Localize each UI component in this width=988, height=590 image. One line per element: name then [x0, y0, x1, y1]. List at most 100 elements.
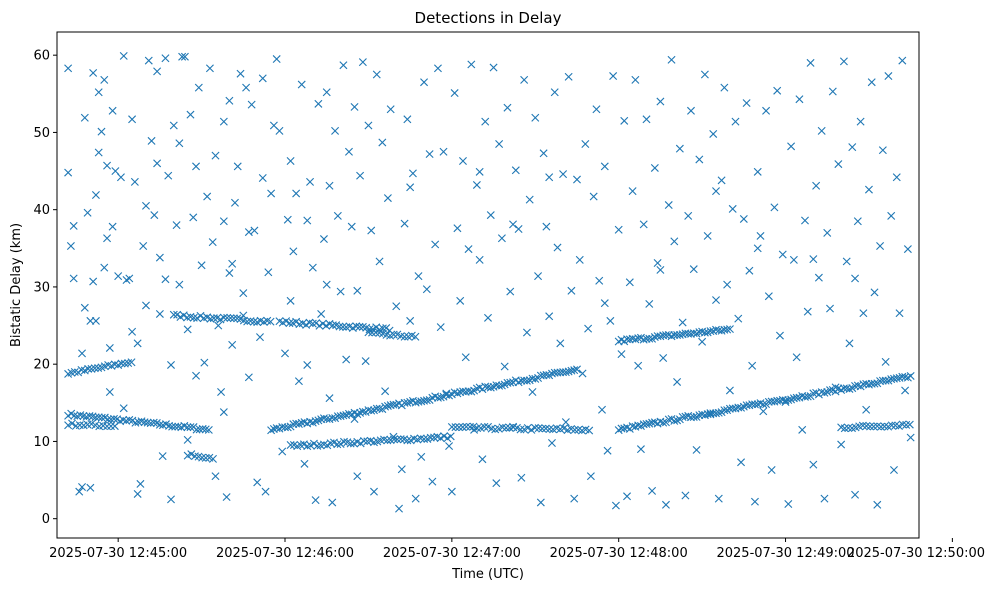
data-point-552: [100, 75, 109, 84]
data-point-621: [244, 228, 253, 237]
data-point-578: [153, 67, 162, 76]
data-point-513: [869, 422, 878, 431]
data-point-26: [143, 418, 152, 427]
data-point-40: [186, 423, 195, 432]
data-point-86: [189, 313, 198, 322]
data-point-861: [895, 309, 904, 318]
data-point-606: [211, 472, 220, 481]
data-point-806: [742, 99, 751, 108]
data-point-766: [631, 75, 640, 84]
data-point-760: [614, 225, 623, 234]
data-point-710: [475, 255, 484, 264]
data-point-765: [628, 187, 637, 196]
y-tick-1: 10: [33, 435, 57, 450]
plot-area: [57, 32, 919, 538]
x-tick-2: 2025-07-30 12:47:00: [383, 538, 521, 561]
data-point-45: [201, 425, 210, 434]
data-point-303: [570, 425, 579, 434]
data-point-640: [289, 247, 298, 256]
data-point-725: [517, 473, 526, 482]
data-point-803: [734, 314, 743, 323]
data-point-704: [458, 157, 467, 165]
data-point-34: [168, 422, 177, 431]
data-point-273: [462, 422, 471, 431]
data-point-739: [556, 339, 565, 348]
data-point-541: [80, 113, 89, 122]
data-point-630: [264, 268, 273, 277]
x-tick-label-0: 2025-07-30 12:45:00: [49, 546, 187, 561]
data-point-469: [631, 335, 640, 344]
data-point-562: [119, 51, 128, 60]
data-point-677: [383, 194, 392, 203]
data-point-534: [66, 241, 75, 250]
data-point-651: [317, 309, 326, 318]
data-point-771: [645, 299, 654, 308]
data-point-596: [186, 110, 195, 119]
data-point-720: [503, 103, 512, 112]
data-point-757: [606, 316, 615, 325]
data-point-440: [845, 384, 854, 393]
data-point-180: [328, 413, 337, 422]
data-point-863: [901, 386, 910, 395]
data-point-700: [447, 487, 456, 496]
x-tick-4: 2025-07-30 12:49:00: [716, 538, 855, 561]
data-point-711: [478, 455, 487, 464]
data-point-876: [851, 274, 860, 283]
data-point-655: [325, 181, 334, 190]
data-point-775: [656, 97, 665, 106]
data-point-750: [586, 472, 595, 481]
data-point-825: [795, 95, 804, 104]
data-point-813: [762, 106, 771, 115]
data-point-586: [167, 360, 175, 369]
data-point-786: [686, 106, 695, 115]
data-point-272: [458, 423, 467, 432]
data-point-845: [851, 490, 860, 499]
data-point-706: [464, 245, 473, 254]
data-point-877: [86, 316, 95, 325]
data-point-855: [878, 146, 887, 155]
data-point-522: [902, 420, 911, 429]
data-point-875: [809, 255, 818, 264]
data-point-81: [173, 310, 182, 319]
data-point-146: [371, 328, 380, 337]
data-point-184: [339, 411, 348, 420]
data-point-817: [773, 86, 782, 95]
data-point-585: [164, 171, 173, 180]
data-point-576: [147, 136, 156, 145]
data-point-665: [353, 286, 362, 295]
data-point-627: [258, 74, 267, 83]
data-point-43: [195, 425, 204, 434]
data-point-682: [397, 465, 406, 474]
data-point-794: [709, 129, 718, 138]
data-point-680: [392, 302, 401, 311]
data-point-659: [336, 287, 345, 296]
data-point-735: [545, 312, 554, 321]
data-point-738: [553, 243, 562, 252]
data-point-854: [876, 241, 885, 250]
data-point-759: [611, 501, 620, 510]
data-point-619: [239, 289, 248, 298]
data-point-770: [642, 115, 651, 124]
data-point-553: [103, 234, 112, 243]
data-point-589: [172, 221, 181, 230]
data-point-656: [328, 498, 337, 507]
plot-frame: [56, 31, 920, 539]
data-point-164: [283, 423, 292, 432]
x-axis-title: Time (UTC): [451, 567, 524, 582]
data-point-270: [451, 423, 460, 432]
data-point-561: [116, 173, 125, 182]
data-point-109: [266, 317, 275, 326]
data-point-713: [484, 313, 492, 322]
data-point-268: [572, 365, 581, 374]
data-point-666: [353, 472, 362, 481]
data-point-847: [856, 117, 865, 126]
data-point-269: [447, 422, 456, 431]
data-point-631: [267, 189, 276, 198]
data-point-340: [393, 435, 402, 444]
data-point-664: [350, 102, 359, 111]
data-point-581: [155, 309, 164, 318]
data-point-157: [411, 332, 420, 341]
data-point-748: [581, 140, 590, 149]
data-point-373: [659, 418, 668, 427]
data-point-337: [383, 436, 392, 445]
